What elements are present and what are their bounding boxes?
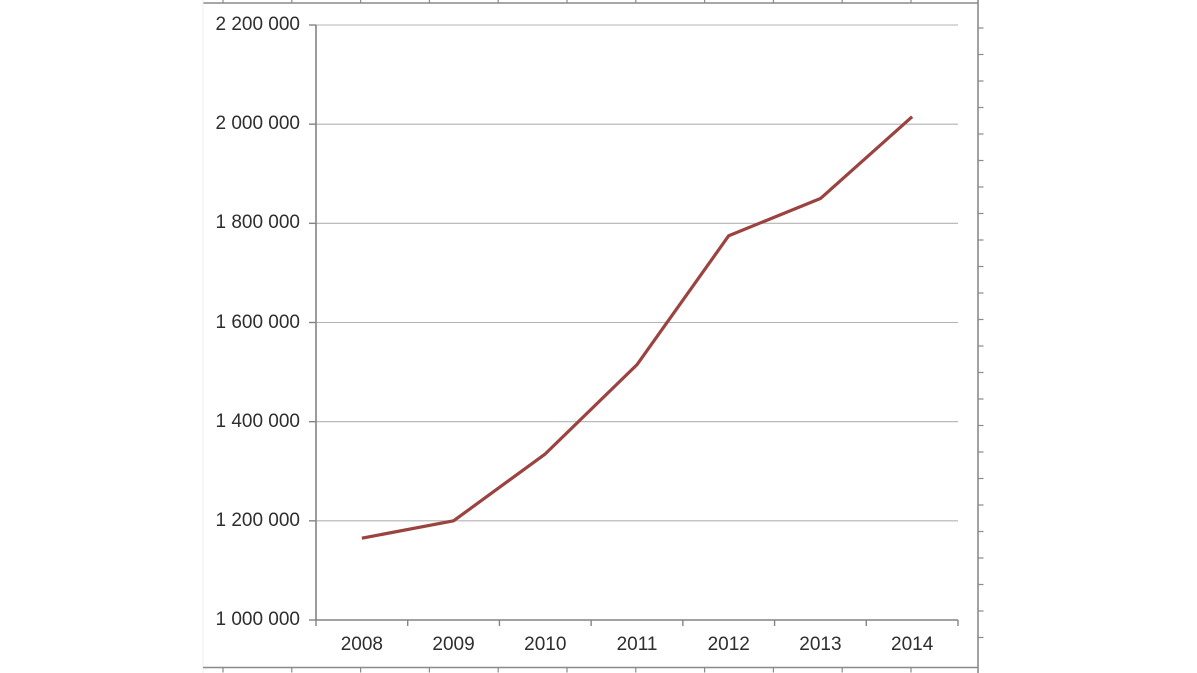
x-axis-tick-label: 2008 — [340, 634, 383, 655]
x-axis-tick-label: 2012 — [707, 634, 750, 655]
x-axis-tick-label: 2013 — [799, 634, 842, 655]
axis-tick-marks — [309, 24, 959, 626]
y-axis-tick-label: 1 200 000 — [215, 509, 300, 531]
y-axis-tick-label: 1 400 000 — [215, 410, 300, 432]
y-axis-tick-label: 2 200 000 — [215, 14, 300, 35]
y-axis-tick-label: 1 600 000 — [215, 311, 300, 333]
x-axis-tick-label: 2014 — [891, 634, 934, 655]
gridlines — [316, 24, 958, 522]
cropped-chart-bottom-axis — [203, 666, 978, 673]
x-axis-tick-label: 2010 — [524, 634, 567, 655]
cropped-chart-right-axis — [977, 0, 984, 673]
cropped-chart-top-axis — [202, 0, 978, 673]
series-polyline — [361, 115, 914, 540]
x-axis-tick-label: 2009 — [432, 634, 475, 655]
x-axis-tick-label: 2011 — [616, 634, 658, 655]
y-axis-tick-label: 2 000 000 — [215, 113, 300, 135]
y-axis-tick-label: 1 000 000 — [215, 609, 300, 630]
data-line-series — [361, 115, 914, 540]
y-axis-tick-label: 1 800 000 — [215, 212, 300, 234]
